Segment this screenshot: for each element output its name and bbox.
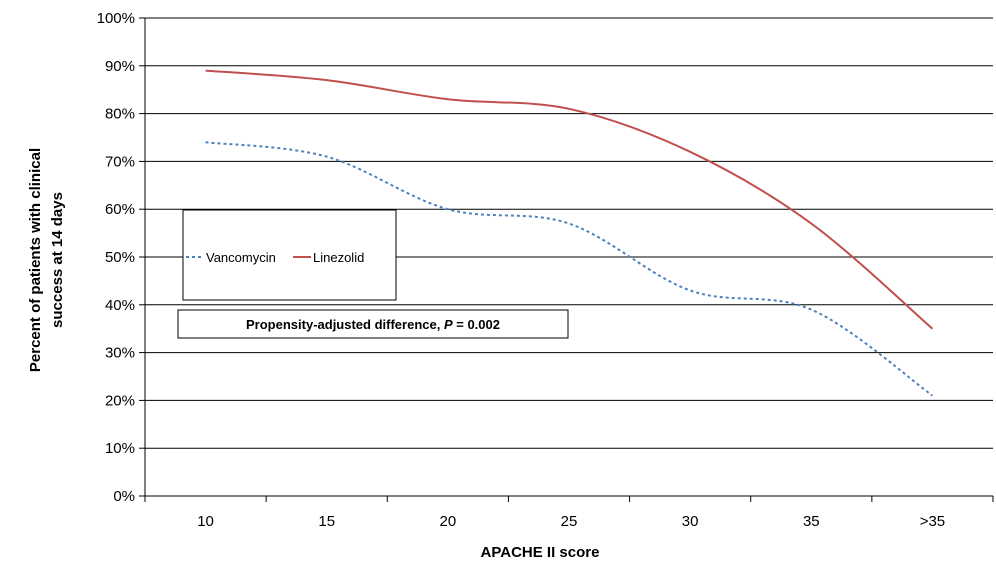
y-tick-label: 30% bbox=[105, 345, 135, 362]
y-tick-label: 90% bbox=[105, 58, 135, 75]
annotation-suffix: = 0.002 bbox=[453, 317, 500, 332]
legend-label-vancomycin: Vancomycin bbox=[206, 250, 276, 265]
y-tick-label: 0% bbox=[113, 488, 135, 505]
y-tick-label: 60% bbox=[105, 201, 135, 218]
x-tick-labels: 10 15 20 25 30 35 >35 bbox=[197, 513, 945, 530]
y-tick-label: 70% bbox=[105, 153, 135, 170]
y-tick-label: 10% bbox=[105, 440, 135, 457]
y-tick-label: 20% bbox=[105, 392, 135, 409]
annotation-text: Propensity-adjusted difference, P = 0.00… bbox=[246, 317, 500, 332]
x-axis-title: APACHE II score bbox=[481, 544, 600, 561]
x-tick-label: 30 bbox=[682, 513, 699, 530]
gridlines bbox=[145, 17, 993, 449]
x-tick-label: 10 bbox=[197, 513, 214, 530]
y-tick-label: 40% bbox=[105, 297, 135, 314]
x-tick-label: 35 bbox=[803, 513, 820, 530]
x-tick-label: 15 bbox=[318, 513, 335, 530]
series-line-vancomycin bbox=[205, 141, 934, 397]
legend-label-linezolid: Linezolid bbox=[313, 250, 364, 265]
p-value-annotation: Propensity-adjusted difference, P = 0.00… bbox=[177, 309, 569, 339]
y-tick-label: 100% bbox=[97, 10, 135, 27]
y-tick-label: 50% bbox=[105, 249, 135, 266]
x-tick-label: >35 bbox=[920, 513, 945, 530]
x-tick-label: 25 bbox=[561, 513, 578, 530]
y-tick-labels: 0% 10% 20% 30% 40% 50% 60% 70% 80% 90% 100% bbox=[97, 10, 135, 505]
legend: Vancomycin Linezolid bbox=[182, 209, 397, 301]
annotation-box bbox=[177, 309, 569, 339]
x-tick-label: 20 bbox=[440, 513, 457, 530]
series-layer bbox=[205, 69, 934, 397]
annotation-p-symbol: P bbox=[444, 317, 453, 332]
y-tick-label: 80% bbox=[105, 106, 135, 123]
y-axis-title-line-1: Percent of patients with clinical bbox=[27, 148, 44, 372]
y-axis-title-line-2: success at 14 days bbox=[49, 192, 66, 328]
y-axis-title: Percent of patients with clinical succes… bbox=[27, 148, 66, 372]
series-line-linezolid bbox=[205, 69, 934, 330]
axes bbox=[139, 17, 994, 502]
annotation-prefix: Propensity-adjusted difference, bbox=[246, 317, 444, 332]
legend-box bbox=[182, 209, 397, 301]
